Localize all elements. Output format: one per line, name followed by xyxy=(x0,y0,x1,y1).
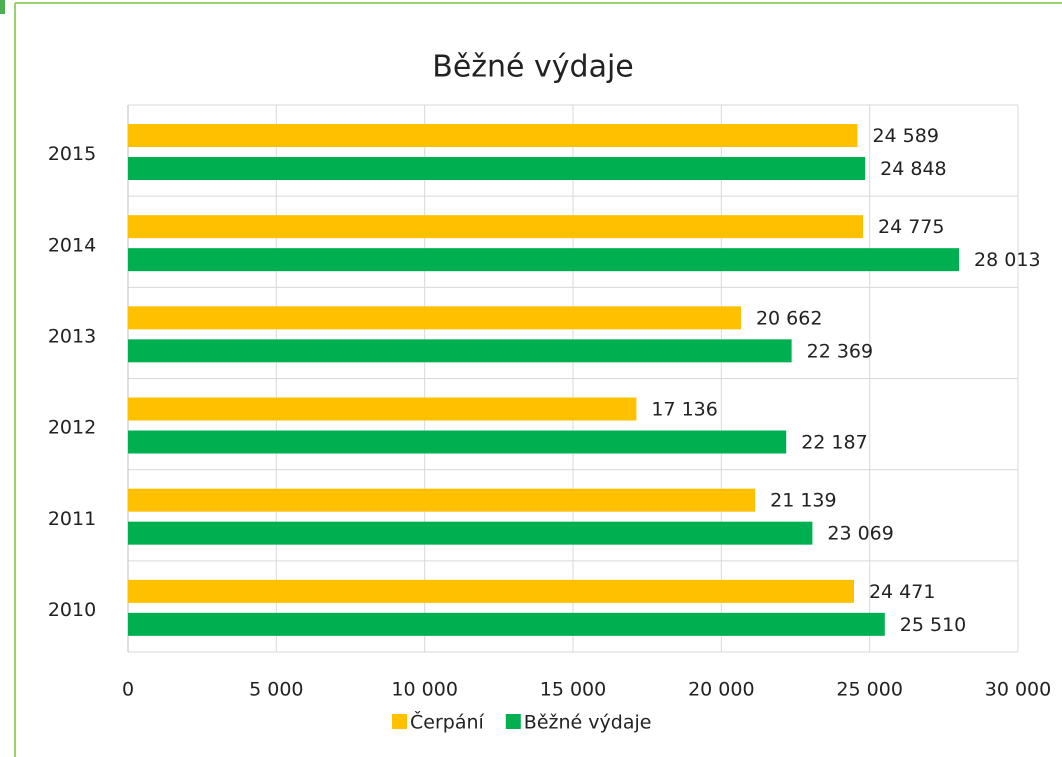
bar xyxy=(128,157,866,180)
x-tick-label: 5 000 xyxy=(249,679,303,701)
bar xyxy=(128,521,813,545)
y-tick-label: 2014 xyxy=(48,234,96,256)
value-label: 21 139 xyxy=(770,490,836,512)
value-label: 22 187 xyxy=(801,432,867,454)
bar xyxy=(128,306,741,330)
x-tick-label: 15 000 xyxy=(540,679,606,701)
value-label: 25 510 xyxy=(900,614,966,636)
bar xyxy=(128,397,637,421)
x-tick-label: 30 000 xyxy=(985,679,1051,701)
y-tick-label: 2013 xyxy=(48,325,96,347)
value-label: 24 848 xyxy=(880,158,946,180)
y-tick-label: 2015 xyxy=(48,143,96,165)
bar xyxy=(128,248,960,272)
bar xyxy=(128,579,854,603)
x-tick-label: 25 000 xyxy=(836,679,902,701)
value-label: 17 136 xyxy=(651,399,717,421)
y-tick-label: 2011 xyxy=(48,508,96,530)
frame-corner xyxy=(0,0,5,14)
value-label: 24 471 xyxy=(869,581,935,603)
y-tick-label: 2010 xyxy=(48,599,96,621)
value-label: 24 775 xyxy=(878,216,944,238)
legend-swatch xyxy=(505,714,521,729)
x-tick-label: 0 xyxy=(122,679,134,701)
legend-label: Čerpání xyxy=(410,710,485,734)
legend-label: Běžné výdaje xyxy=(524,712,652,734)
value-label: 28 013 xyxy=(974,249,1040,271)
x-tick-label: 20 000 xyxy=(688,679,754,701)
value-label: 24 589 xyxy=(872,125,938,147)
bar xyxy=(128,488,756,512)
bar xyxy=(128,124,858,147)
bar xyxy=(128,215,863,239)
bar xyxy=(128,339,792,363)
value-label: 22 369 xyxy=(807,340,873,362)
value-label: 20 662 xyxy=(756,307,822,329)
legend-swatch xyxy=(392,714,407,729)
bar xyxy=(128,430,787,454)
y-tick-label: 2012 xyxy=(48,417,96,439)
bar xyxy=(128,612,885,636)
x-tick-label: 10 000 xyxy=(391,679,457,701)
value-label: 23 069 xyxy=(827,523,893,545)
chart-title: Běžné výdaje xyxy=(432,50,634,85)
